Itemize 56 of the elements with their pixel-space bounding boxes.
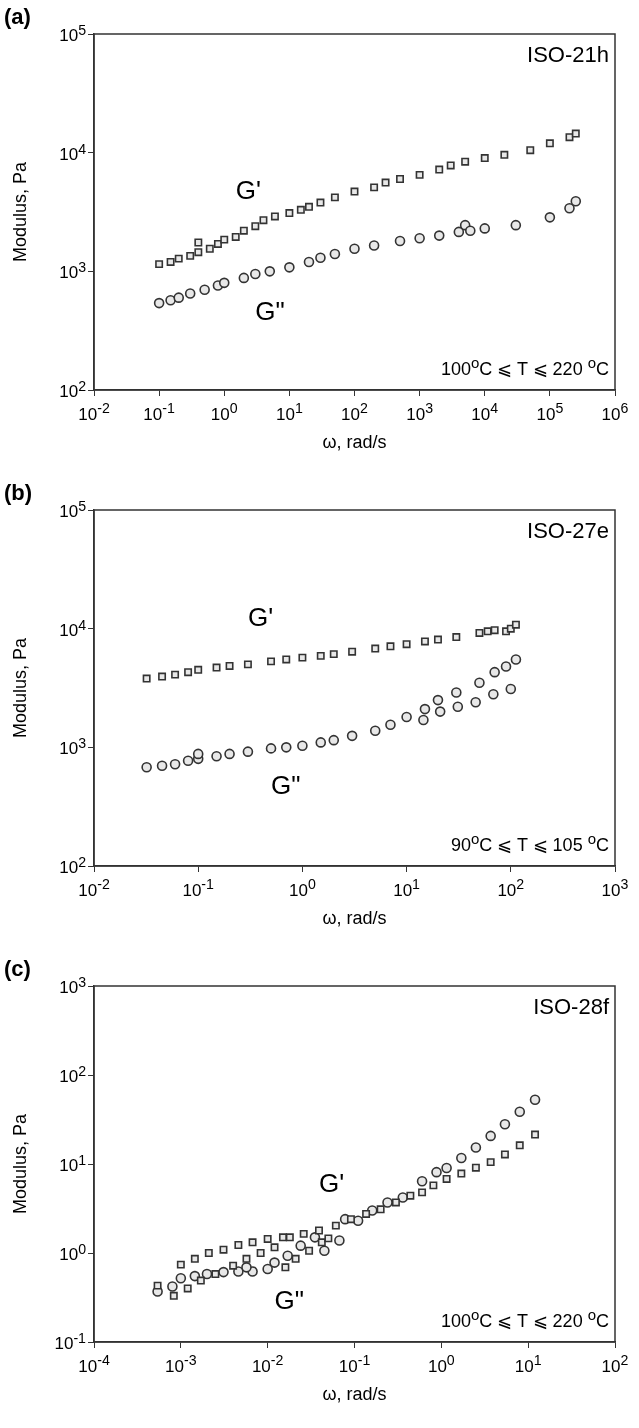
chart-title: (b) xyxy=(4,480,33,506)
x-tick-label: 10$^{-3}$ xyxy=(165,1352,197,1377)
x-tick-label: 10$^{1}$ xyxy=(514,1352,542,1377)
series-label: G' xyxy=(318,1168,345,1200)
x-axis-title: ω, rad/s xyxy=(322,1384,387,1405)
x-tick-label: 10$^{4}$ xyxy=(471,400,499,425)
y-axis-title: Modulus, Pa xyxy=(9,1113,31,1215)
y-tick-label: 10$^{2}$ xyxy=(59,853,86,879)
x-tick-label: 10$^{0}$ xyxy=(427,1352,455,1377)
series-label: G" xyxy=(274,1284,304,1316)
y-tick-label: 10$^{0}$ xyxy=(59,1240,86,1266)
y-tick-label: 10$^{1}$ xyxy=(59,1151,86,1177)
y-tick-label: 10$^{4}$ xyxy=(59,616,86,641)
x-tick-label: 10$^{-4}$ xyxy=(78,1352,110,1377)
x-tick-label: 10$^{1}$ xyxy=(393,876,420,901)
x-tick-label: 10$^{1}$ xyxy=(275,400,303,425)
y-axis-title: Modulus, Pa xyxy=(9,161,31,263)
x-tick-label: 10$^{-1}$ xyxy=(182,876,214,901)
y-tick-label: 10$^{5}$ xyxy=(59,497,86,523)
y-axis-title: Modulus, Pa xyxy=(9,637,31,739)
x-tick-label: 10$^{2}$ xyxy=(601,1352,629,1377)
x-tick-label: 10$^{3}$ xyxy=(601,876,629,901)
y-tick-label: 10$^{3}$ xyxy=(59,259,86,284)
x-tick-label: 10$^{0}$ xyxy=(210,400,238,425)
annotation: ISO-21h xyxy=(527,42,609,68)
annotation: 100$^{o}$C ⩽ T ⩽ 220 $^{o}$C xyxy=(440,1306,609,1332)
x-tick-label: 10$^{6}$ xyxy=(601,400,629,425)
x-tick-label: 10$^{3}$ xyxy=(406,400,434,425)
chart-title: (c) xyxy=(4,956,31,982)
annotation: ISO-27e xyxy=(527,518,609,544)
x-tick-label: 10$^{5}$ xyxy=(536,400,564,425)
x-tick-label: 10$^{-1}$ xyxy=(338,1352,371,1377)
y-tick-label: 10$^{-1}$ xyxy=(54,1329,86,1355)
y-tick-label: 10$^{2}$ xyxy=(59,1062,86,1088)
series-label: G' xyxy=(235,174,261,206)
series-label: G" xyxy=(271,770,301,802)
x-tick-label: 10$^{-2}$ xyxy=(78,876,110,901)
x-tick-label: 10$^{0}$ xyxy=(288,876,316,901)
annotation: 90$^{o}$C ⩽ T ⩽ 105 $^{o}$C xyxy=(450,830,609,856)
y-tick-label: 10$^{2}$ xyxy=(59,377,86,403)
y-tick-label: 10$^{3}$ xyxy=(59,735,86,760)
annotation: ISO-28f xyxy=(533,994,609,1020)
y-tick-label: 10$^{4}$ xyxy=(59,140,86,165)
x-axis-title: ω, rad/s xyxy=(322,908,387,929)
x-tick-label: 10$^{-1}$ xyxy=(143,400,175,425)
series-label: G" xyxy=(255,295,285,327)
y-tick-label: 10$^{5}$ xyxy=(59,21,86,47)
annotation: 100$^{o}$C ⩽ T ⩽ 220 $^{o}$C xyxy=(440,354,609,380)
y-tick-label: 10$^{3}$ xyxy=(59,973,86,999)
x-tick-label: 10$^{2}$ xyxy=(341,400,368,425)
series-label: G' xyxy=(247,602,274,634)
chart-title: (a) xyxy=(4,4,31,30)
x-tick-label: 10$^{-2}$ xyxy=(251,1352,284,1377)
x-tick-label: 10$^{-2}$ xyxy=(78,400,110,425)
x-axis-title: ω, rad/s xyxy=(322,432,387,453)
x-tick-label: 10$^{2}$ xyxy=(497,876,525,901)
